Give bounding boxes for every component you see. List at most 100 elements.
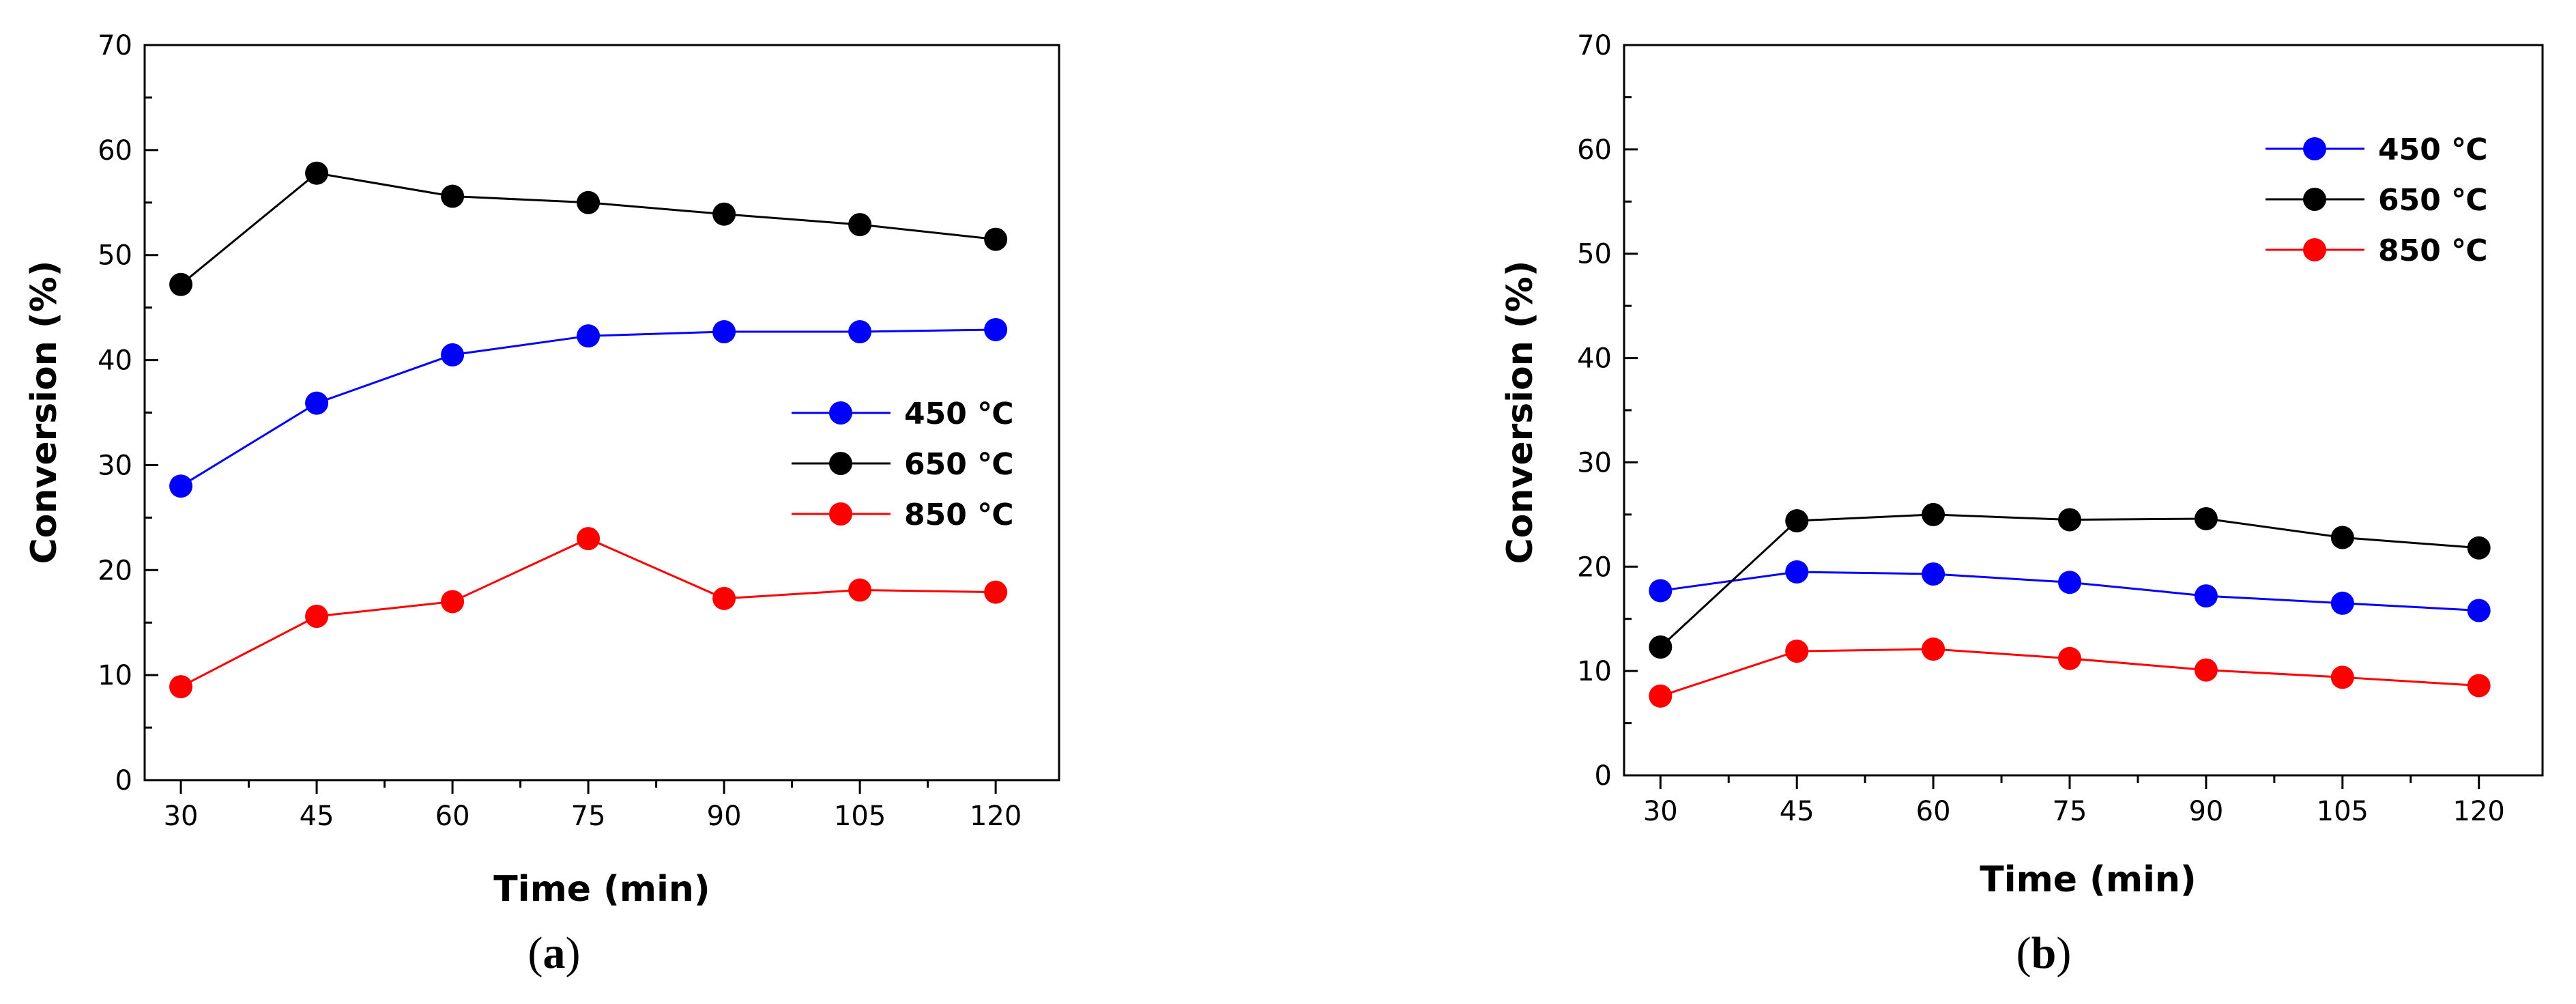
y-tick-label: 40 <box>98 345 132 377</box>
plot-frame <box>143 44 1060 781</box>
y-tick-label: 60 <box>98 135 132 167</box>
y-axis-label: Conversion (%) <box>1500 261 1541 564</box>
series-0 <box>169 317 1008 498</box>
data-point <box>1649 684 1673 708</box>
x-tick-label: 105 <box>834 801 886 832</box>
x-tick-label: 75 <box>2053 796 2087 827</box>
legend-label: 850 ℃ <box>2378 233 2487 268</box>
legend-label: 850 ℃ <box>904 498 1013 532</box>
y-axis-ticks: 0 10 20 30 40 50 60 70 <box>98 30 158 797</box>
legend-marker <box>829 452 852 475</box>
data-point <box>2058 508 2082 532</box>
data-point <box>2058 571 2082 594</box>
data-point <box>848 578 872 602</box>
y-tick-label: 20 <box>1577 551 1612 583</box>
data-point <box>305 604 329 628</box>
data-point <box>1649 635 1673 659</box>
data-point <box>441 590 465 614</box>
data-point <box>2330 665 2354 689</box>
x-axis-label: Time (min) <box>493 869 710 910</box>
legend-marker <box>2303 137 2326 160</box>
data-point <box>169 272 193 296</box>
x-tick-label: 90 <box>707 801 742 832</box>
series-0 <box>1649 560 2491 622</box>
data-point <box>169 675 193 699</box>
data-point <box>712 586 736 610</box>
legend-label: 650 ℃ <box>2378 183 2487 218</box>
chart-panel-a: 0 10 20 30 40 50 60 70 30 45 60 75 90 105 120 Time (m… <box>24 30 1060 978</box>
y-axis-ticks: 0 10 20 30 40 50 60 70 <box>1577 30 1638 792</box>
y-tick-label: 10 <box>98 660 132 691</box>
y-tick-label: 50 <box>1577 239 1612 270</box>
data-point <box>305 391 329 415</box>
y-tick-label: 50 <box>98 240 132 272</box>
series-1 <box>169 161 1008 296</box>
x-tick-label: 30 <box>1643 796 1678 827</box>
data-point <box>577 190 600 214</box>
x-tick-label: 60 <box>435 801 470 832</box>
legend-marker <box>2303 188 2326 211</box>
data-point <box>2194 584 2218 608</box>
y-tick-label: 20 <box>98 555 132 586</box>
x-tick-label: 45 <box>1780 796 1814 827</box>
plot-frame <box>1623 44 2544 777</box>
x-tick-label: 45 <box>300 801 334 832</box>
data-point <box>577 527 600 551</box>
x-axis-label: Time (min) <box>1980 859 2196 900</box>
y-tick-label: 30 <box>1577 447 1612 478</box>
panel-letter-a: a <box>543 928 566 978</box>
series-2 <box>169 527 1008 699</box>
data-point <box>2467 536 2491 560</box>
x-axis-ticks: 30 45 60 75 90 105 120 <box>164 780 1022 832</box>
data-point <box>2194 658 2218 682</box>
data-point <box>848 213 872 237</box>
y-tick-label: 0 <box>1595 760 1612 792</box>
x-axis-ticks: 30 45 60 75 90 105 120 <box>1643 775 2505 827</box>
data-point <box>577 324 600 348</box>
x-tick-label: 120 <box>2453 796 2505 827</box>
x-tick-label: 60 <box>1916 796 1951 827</box>
data-point <box>984 317 1008 341</box>
data-point <box>1922 562 1945 586</box>
data-point <box>984 580 1008 604</box>
data-point <box>2467 674 2491 698</box>
series-layer <box>1649 502 2491 708</box>
x-tick-label: 30 <box>164 801 199 832</box>
y-tick-label: 30 <box>98 450 132 481</box>
y-tick-label: 10 <box>1577 656 1612 687</box>
data-point <box>1922 502 1945 526</box>
x-tick-label: 120 <box>970 801 1022 832</box>
data-point <box>848 320 872 344</box>
legend-label: 450 ℃ <box>904 397 1013 431</box>
data-point <box>1922 637 1945 661</box>
y-tick-label: 60 <box>1577 134 1612 166</box>
y-tick-label: 40 <box>1577 343 1612 375</box>
legend: 450 ℃ 650 ℃ 850 ℃ <box>792 397 1013 532</box>
x-tick-label: 75 <box>571 801 606 832</box>
x-tick-label: 105 <box>2317 796 2369 827</box>
data-point <box>712 202 736 226</box>
panel-label-b: (b) <box>2016 928 2072 978</box>
data-point <box>305 161 329 185</box>
data-point <box>2194 506 2218 530</box>
series-layer <box>169 161 1008 699</box>
panel-label-a: (a) <box>528 928 581 978</box>
legend-label: 450 ℃ <box>2378 132 2487 167</box>
data-point <box>1785 509 1809 533</box>
series-1 <box>1649 502 2491 659</box>
data-point <box>712 320 736 344</box>
series-2 <box>1649 637 2491 708</box>
y-tick-label: 70 <box>1577 30 1612 61</box>
data-point <box>984 227 1008 251</box>
data-point <box>2330 526 2354 549</box>
y-tick-label: 0 <box>115 765 132 797</box>
chart-panel-b: 0 10 20 30 40 50 60 70 30 45 60 75 90 105 120 Time (m… <box>1500 30 2544 978</box>
y-tick-label: 70 <box>98 30 132 61</box>
data-point <box>1649 579 1673 603</box>
x-tick-label: 90 <box>2188 796 2223 827</box>
data-point <box>2467 599 2491 622</box>
data-point <box>2330 591 2354 615</box>
legend-marker <box>829 401 852 425</box>
data-point <box>1785 560 1809 584</box>
